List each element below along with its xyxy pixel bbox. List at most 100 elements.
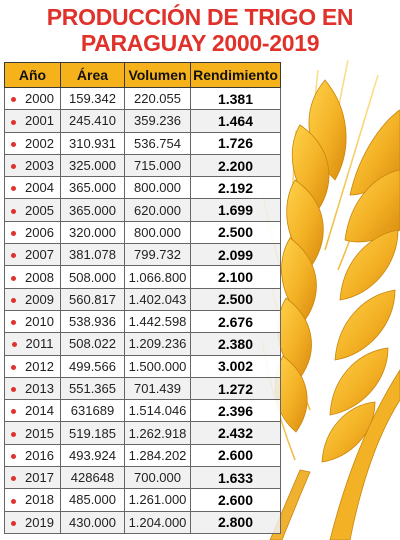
bullet-icon [11, 498, 17, 504]
cell-year: 2005 [4, 198, 61, 222]
cell-year: 2000 [4, 86, 61, 111]
cell-volume: 1.261.000 [124, 488, 191, 512]
bullet-icon [11, 297, 17, 303]
cell-volume: 359.236 [124, 109, 191, 133]
year-label: 2009 [25, 291, 54, 307]
cell-year: 2017 [4, 466, 61, 490]
cell-year: 2008 [4, 265, 61, 289]
cell-volume: 701.439 [124, 376, 191, 401]
bullet-icon [11, 253, 17, 259]
cell-area: 560.817 [60, 287, 125, 311]
cell-volume: 700.000 [124, 466, 191, 490]
bullet-icon [11, 97, 17, 103]
year-label: 2017 [25, 470, 54, 486]
year-label: 2016 [25, 447, 54, 463]
year-label: 2002 [25, 135, 54, 151]
page-title: PRODUCCIÓN DE TRIGO EN PARAGUAY 2000-201… [0, 4, 400, 56]
cell-area: 365.000 [60, 176, 125, 200]
table-row: 2001 245.410 359.236 1.464 [4, 109, 281, 133]
cell-volume: 800.000 [124, 220, 191, 245]
table-row: 2013 551.365 701.439 1.272 [4, 376, 281, 401]
table-row: 2002 310.931 536.754 1.726 [4, 131, 281, 155]
table-row: 2005 365.000 620.000 1.699 [4, 198, 281, 222]
year-label: 2012 [25, 358, 54, 374]
cell-year: 2010 [4, 309, 61, 334]
cell-year: 2009 [4, 287, 61, 311]
table-row: 2009 560.817 1.402.043 2.500 [4, 287, 281, 311]
cell-area: 365.000 [60, 198, 125, 222]
cell-yield: 2.500 [190, 287, 281, 311]
cell-volume: 1.442.598 [124, 309, 191, 334]
cell-yield: 1.381 [190, 86, 281, 111]
cell-area: 493.924 [60, 443, 125, 468]
bullet-icon [11, 453, 17, 459]
bullet-icon [11, 164, 17, 170]
table-row: 2014 631689 1.514.046 2.396 [4, 399, 281, 423]
cell-volume: 1.209.236 [124, 332, 191, 356]
header-yield: Rendimiento [190, 62, 281, 88]
year-label: 2011 [25, 336, 54, 352]
cell-volume: 1.262.918 [124, 421, 191, 445]
cell-volume: 799.732 [124, 243, 191, 267]
cell-area: 381.078 [60, 243, 125, 267]
cell-year: 2011 [4, 332, 61, 356]
bullet-icon [11, 520, 17, 526]
cell-volume: 620.000 [124, 198, 191, 222]
cell-volume: 1.066.800 [124, 265, 191, 289]
cell-yield: 1.726 [190, 131, 281, 155]
table-row: 2004 365.000 800.000 2.192 [4, 176, 281, 200]
cell-yield: 1.699 [190, 198, 281, 222]
wheat-grains-icon [274, 79, 400, 463]
cell-yield: 1.633 [190, 466, 281, 490]
cell-area: 310.931 [60, 131, 125, 155]
cell-volume: 1.402.043 [124, 287, 191, 311]
table-row: 2010 538.936 1.442.598 2.676 [4, 309, 281, 334]
wheat-awns-icon [261, 59, 399, 461]
year-label: 2019 [25, 514, 54, 530]
table-row: 2008 508.000 1.066.800 2.100 [4, 265, 281, 289]
bullet-icon [11, 320, 17, 326]
cell-yield: 2.200 [190, 153, 281, 178]
table-header-row: Año Área Volumen Rendimiento [4, 62, 281, 88]
cell-yield: 2.099 [190, 243, 281, 267]
cell-year: 2016 [4, 443, 61, 468]
cell-area: 485.000 [60, 488, 125, 512]
year-label: 2015 [25, 425, 54, 441]
cell-year: 2003 [4, 153, 61, 178]
cell-area: 325.000 [60, 153, 125, 178]
wheat-leaf-icon [329, 369, 400, 540]
cell-year: 2012 [4, 354, 61, 378]
cell-year: 2006 [4, 220, 61, 245]
title-line-2: PARAGUAY 2000-2019 [80, 30, 320, 56]
bullet-icon [11, 409, 17, 415]
cell-yield: 3.002 [190, 354, 281, 378]
header-volume: Volumen [124, 62, 191, 88]
table-row: 2003 325.000 715.000 2.200 [4, 153, 281, 178]
table-row: 2007 381.078 799.732 2.099 [4, 243, 281, 267]
cell-yield: 1.272 [190, 376, 281, 401]
cell-yield: 2.500 [190, 220, 281, 245]
year-label: 2005 [25, 202, 54, 218]
bullet-icon [11, 186, 17, 192]
year-label: 2004 [25, 180, 54, 196]
cell-area: 631689 [60, 399, 125, 423]
cell-yield: 2.380 [190, 332, 281, 356]
cell-area: 428648 [60, 466, 125, 490]
header-year: Año [4, 62, 61, 88]
year-label: 2003 [25, 158, 54, 174]
table-row: 2019 430.000 1.204.000 2.800 [4, 510, 281, 534]
bullet-icon [11, 119, 17, 125]
cell-year: 2004 [4, 176, 61, 200]
table-row: 2012 499.566 1.500.000 3.002 [4, 354, 281, 378]
cell-volume: 800.000 [124, 176, 191, 200]
cell-volume: 715.000 [124, 153, 191, 178]
cell-area: 159.342 [60, 86, 125, 111]
cell-year: 2015 [4, 421, 61, 445]
cell-yield: 2.600 [190, 488, 281, 512]
cell-year: 2007 [4, 243, 61, 267]
cell-volume: 1.284.202 [124, 443, 191, 468]
cell-area: 245.410 [60, 109, 125, 133]
year-label: 2006 [25, 224, 54, 240]
title-line-1: PRODUCCIÓN DE TRIGO EN [46, 4, 354, 30]
table-row: 2000 159.342 220.055 1.381 [4, 86, 281, 111]
